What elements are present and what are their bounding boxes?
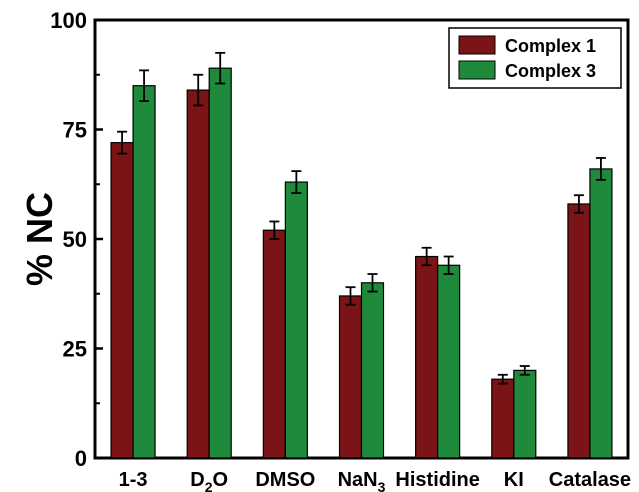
- bar-complex-1: [110, 142, 134, 459]
- legend-swatch: [458, 35, 496, 55]
- y-tick-label: 50: [63, 227, 87, 252]
- y-tick-label: 0: [75, 446, 87, 471]
- x-tick-label: Histidine: [395, 469, 479, 491]
- y-axis-label: % NC: [19, 192, 60, 286]
- bar-complex-1: [415, 255, 439, 459]
- y-tick-label: 25: [63, 337, 87, 362]
- bar-complex-1: [186, 89, 210, 459]
- x-tick-label: 1-3: [119, 469, 148, 491]
- bar-complex-1: [262, 229, 286, 459]
- x-tick-label: D2O: [190, 469, 228, 492]
- bar-complex-3: [589, 168, 613, 459]
- x-tick-label: NaN3: [338, 469, 386, 492]
- legend-label: Complex 3: [505, 61, 596, 81]
- bar-complex-1: [567, 203, 591, 459]
- bar-complex-1: [338, 295, 363, 459]
- bar-complex-3: [513, 369, 537, 459]
- bar-complex-1: [491, 378, 515, 459]
- legend-label: Complex 1: [505, 36, 596, 56]
- x-tick-label: DMSO: [255, 469, 315, 491]
- bar-complex-3: [437, 264, 461, 459]
- x-tick-label: KI: [504, 469, 524, 491]
- y-tick-label: 100: [50, 8, 87, 33]
- legend-swatch: [458, 60, 496, 80]
- bar-complex-3: [208, 67, 232, 459]
- x-tick-label: Catalase: [549, 469, 631, 491]
- y-tick-label: 75: [63, 118, 87, 143]
- bar-complex-3: [132, 85, 156, 459]
- bar-complex-3: [360, 282, 385, 459]
- bar-complex-3: [284, 181, 308, 459]
